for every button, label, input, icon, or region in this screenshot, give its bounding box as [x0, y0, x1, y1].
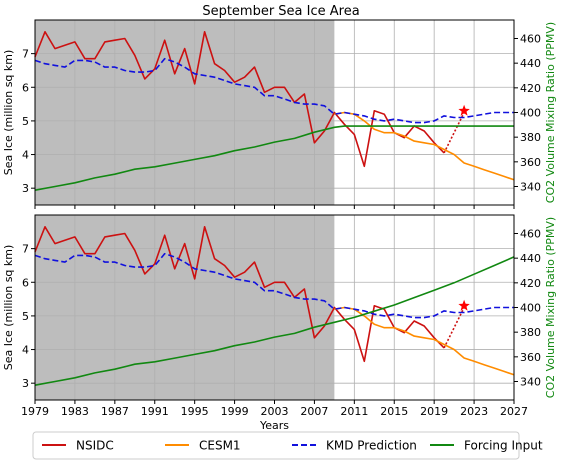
y2-tick-label: 380 — [520, 326, 541, 339]
y2-tick-label: 460 — [520, 33, 541, 46]
y2-tick-label: 420 — [520, 82, 541, 95]
y-axis-label: Sea Ice (million sq km) — [2, 245, 15, 371]
legend-label: KMD Prediction — [326, 439, 417, 453]
y2-tick-label: 340 — [520, 376, 541, 389]
panel-top: 3 4 5 6 7 340 360 380 400 420 440 460 Sea Ice (milli… — [2, 19, 557, 209]
y-tick-label: 3 — [22, 377, 29, 390]
y2-tick-label: 360 — [520, 156, 541, 169]
y2-tick-label: 400 — [520, 302, 541, 315]
legend-box — [32, 431, 520, 460]
x-axis-label: Years — [259, 419, 289, 432]
series-line-kmd-prediction — [34, 57, 514, 124]
shaded-region — [35, 215, 335, 400]
star-marker — [458, 104, 470, 116]
x-tick-label: 2027 — [500, 405, 528, 418]
y-tick-label: 7 — [22, 48, 29, 61]
y-tick-label: 5 — [22, 115, 29, 128]
series-line-cesm1 — [334, 111, 515, 181]
y2-tick-label: 340 — [520, 181, 541, 194]
y-tick-label: 6 — [22, 81, 29, 94]
x-tick-label: 2015 — [380, 405, 408, 418]
x-tick-label: 1999 — [221, 405, 249, 418]
x-tick-label: 1991 — [141, 405, 169, 418]
y-tick-label: 3 — [22, 182, 29, 195]
series-line-nsidc — [34, 30, 445, 168]
y-tick-label: 5 — [22, 310, 29, 323]
x-tick-label: 1995 — [181, 405, 209, 418]
x-tick-label: 2019 — [420, 405, 448, 418]
series-line-nsidc-forecast — [443, 307, 465, 349]
x-tick-label: 1983 — [61, 405, 89, 418]
series-line-nsidc — [34, 226, 445, 363]
shaded-region — [35, 20, 335, 205]
series-line-forcing-input — [34, 125, 514, 191]
x-tick-label: 2011 — [340, 405, 368, 418]
legend-label: Forcing Input — [464, 439, 543, 453]
y2-tick-label: 420 — [520, 277, 541, 290]
x-tick-label: 1987 — [101, 405, 129, 418]
y2-tick-label: 460 — [520, 228, 541, 241]
legend-label: CESM1 — [199, 439, 241, 453]
y2-tick-label: 360 — [520, 351, 541, 364]
legend: NSIDC CESM1 KMD Prediction Forcing Input — [32, 431, 543, 460]
x-tick-label: 2023 — [460, 405, 488, 418]
y-tick-label: 7 — [22, 243, 29, 256]
y-tick-label: 4 — [22, 149, 29, 162]
chart-panels: 3 4 5 6 7 340 360 380 400 420 440 460 Sea Ice (milli… — [2, 19, 557, 432]
y2-tick-label: 380 — [520, 131, 541, 144]
y2-tick-label: 440 — [520, 57, 541, 70]
x-tick-label: 2007 — [300, 405, 328, 418]
y2-axis-label: CO2 Volume Mixing Ratio (PPMV) — [544, 217, 557, 398]
y-axis-label: Sea Ice (million sq km) — [2, 50, 15, 176]
series-line-nsidc-forecast — [443, 112, 465, 154]
y2-tick-label: 440 — [520, 252, 541, 265]
y2-tick-label: 400 — [520, 107, 541, 120]
series-line-forcing-input — [34, 256, 515, 386]
x-tick-label: 1979 — [21, 405, 49, 418]
y-tick-label: 4 — [22, 344, 29, 357]
series-line-kmd-prediction — [34, 252, 514, 319]
x-tick-label: 2003 — [261, 405, 289, 418]
y2-axis-label: CO2 Volume Mixing Ratio (PPMV) — [544, 22, 557, 203]
chart-title: September Sea Ice Area — [202, 4, 359, 19]
panel-bottom: 3 4 5 6 7 340 360 380 400 420 440 460 1979 1983 1987 19… — [2, 214, 557, 432]
y-tick-label: 6 — [22, 276, 29, 289]
star-marker — [458, 299, 470, 311]
legend-label: NSIDC — [76, 439, 114, 453]
series-line-cesm1 — [334, 306, 515, 376]
